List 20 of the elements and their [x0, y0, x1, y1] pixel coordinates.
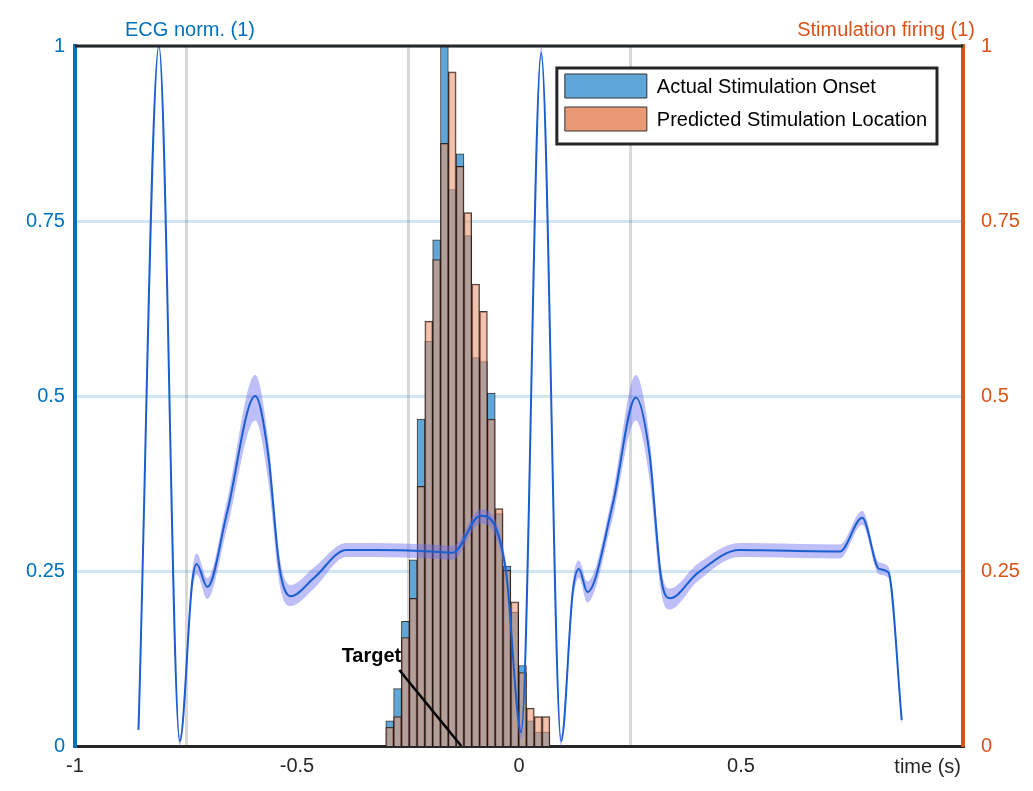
y2-tick-label: 1 [981, 33, 993, 56]
y-tick-label: 0.25 [26, 558, 65, 581]
y2-tick-label: 0.75 [981, 208, 1020, 231]
y2-tick-label: 0.25 [981, 558, 1020, 581]
x-tick-label: 0 [513, 753, 525, 776]
x-tick-label: 0.5 [727, 753, 755, 776]
y-tick-label: 0.75 [26, 208, 65, 231]
y-tick-label: 0.5 [37, 383, 65, 406]
y2-tick-label: 0 [981, 733, 993, 756]
y-tick-label: 1 [53, 33, 65, 56]
y2-axis-title: Stimulation firing (1) [797, 18, 975, 40]
y-tick-label: 0 [53, 733, 65, 756]
legend-label: Predicted Stimulation Location [656, 107, 927, 130]
legend-label: Actual Stimulation Onset [656, 74, 877, 97]
annotation: Target [341, 644, 402, 666]
y2-tick-label: 0.5 [981, 383, 1009, 406]
x-tick-label: -1 [66, 753, 84, 776]
y-axis-title: ECG norm. (1) [125, 18, 256, 40]
x-axis-title: time (s) [894, 755, 961, 777]
x-tick-label: -0.5 [279, 753, 315, 776]
